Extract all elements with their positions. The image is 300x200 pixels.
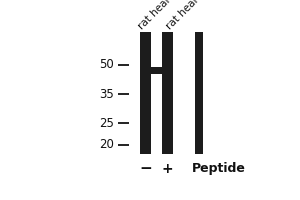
Bar [151,74,162,154]
Text: +: + [162,162,173,176]
Bar [195,32,203,154]
Text: 35: 35 [100,88,114,101]
Text: 20: 20 [99,138,114,151]
Text: −: − [139,161,152,176]
Text: 50: 50 [100,58,114,71]
Text: rat heart: rat heart [136,0,176,32]
Bar [151,32,162,67]
Bar [140,67,173,74]
Bar [140,32,151,154]
Text: Peptide: Peptide [192,162,246,175]
Bar [162,32,173,154]
Text: 25: 25 [99,117,114,130]
Text: rat heart: rat heart [164,0,204,32]
